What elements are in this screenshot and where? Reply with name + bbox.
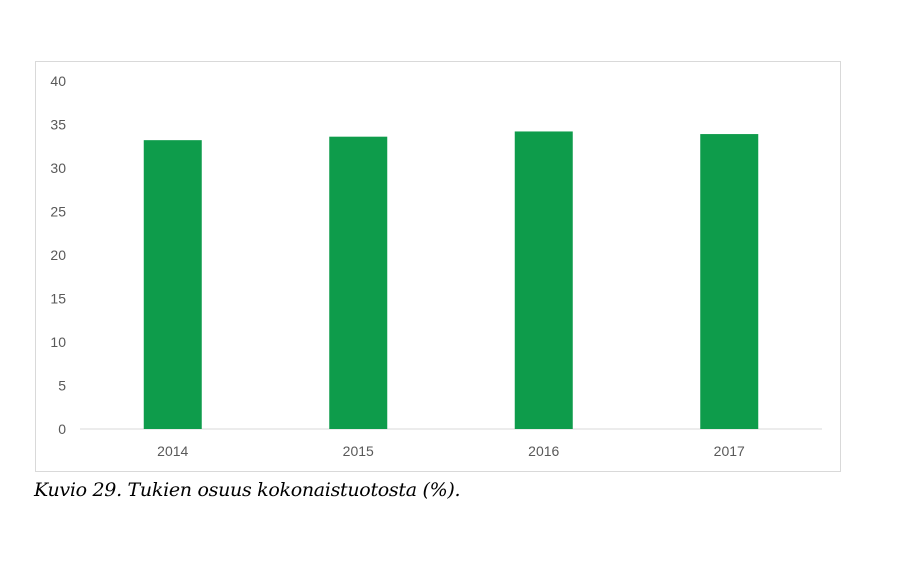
y-tick-label: 10 [50, 334, 66, 350]
bar-2017 [700, 134, 759, 429]
x-tick-label: 2015 [343, 443, 374, 459]
y-tick-label: 20 [50, 247, 66, 263]
bars [143, 131, 759, 429]
x-tick-label: 2016 [528, 443, 559, 459]
bar-2016 [514, 131, 573, 429]
y-tick-label: 15 [50, 291, 66, 307]
x-tick-label: 2017 [714, 443, 745, 459]
figure-caption: Kuvio 29. Tukien osuus kokonaistuotosta … [34, 479, 461, 501]
y-tick-label: 40 [50, 73, 66, 89]
x-axis-ticks: 2014 2015 2016 2017 [157, 443, 745, 459]
y-tick-label: 0 [58, 421, 66, 437]
y-axis-ticks: 0 5 10 15 20 25 30 35 40 [50, 73, 66, 437]
y-tick-label: 30 [50, 160, 66, 176]
y-tick-label: 25 [50, 204, 66, 220]
y-tick-label: 5 [58, 378, 66, 394]
x-tick-label: 2014 [157, 443, 188, 459]
y-tick-label: 35 [50, 117, 66, 133]
bar-2015 [329, 136, 388, 429]
bar-2014 [143, 140, 202, 429]
